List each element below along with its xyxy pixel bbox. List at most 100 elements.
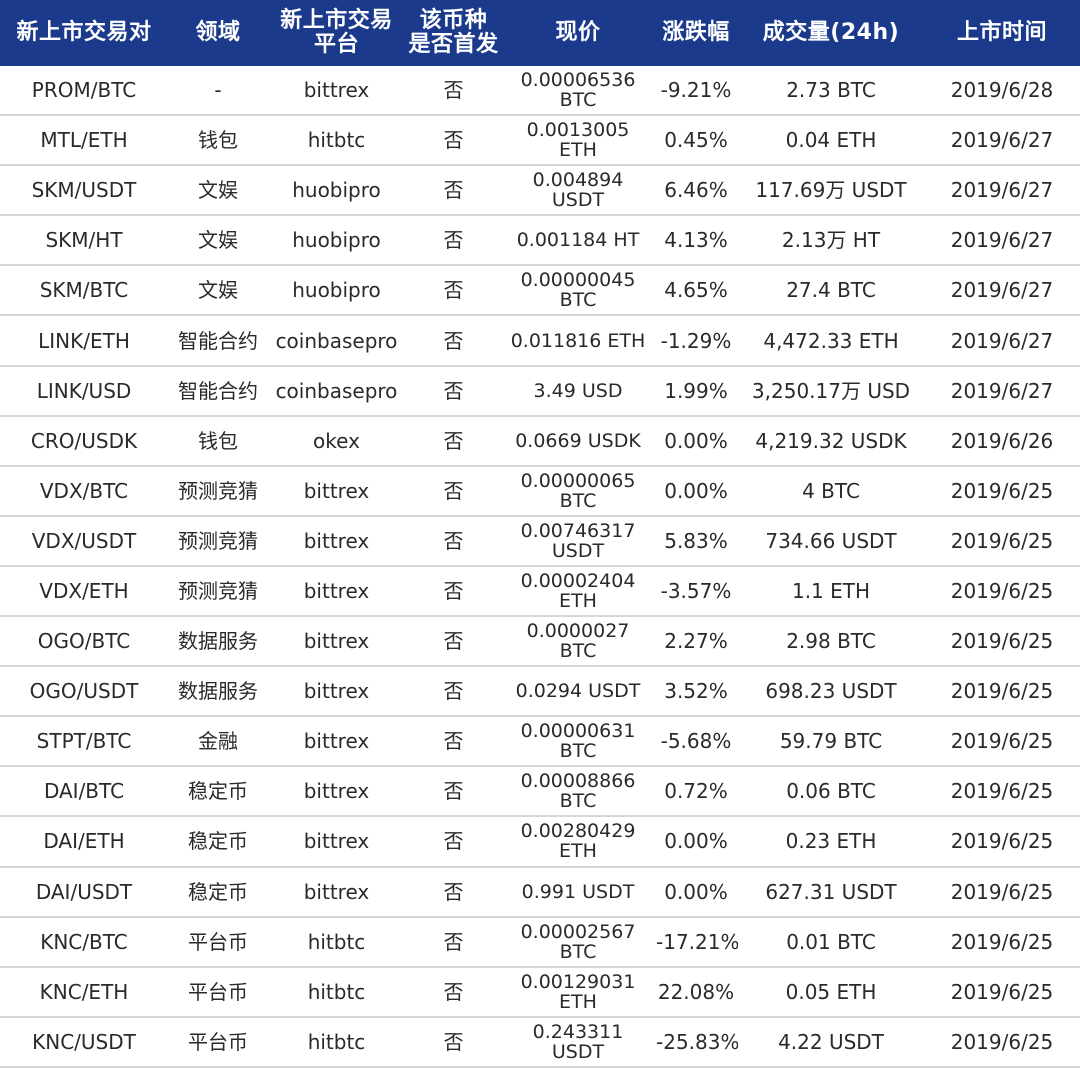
cell-change: -5.68% — [654, 716, 738, 768]
cell-volume: 0.06 BTC — [738, 766, 924, 818]
table-row: KNC/BTC 平台币 hitbtc 否 0.00002567 BTC -17.21% 0.… — [0, 916, 1080, 968]
cell-date: 2019/6/25 — [924, 966, 1080, 1018]
cell-platform: okex — [268, 415, 405, 467]
cell-change: 22.08% — [654, 966, 738, 1018]
table-row: STPT/BTC 金融 bittrex 否 0.00000631 BTC -5.68% 59… — [0, 716, 1080, 768]
header-platform: 新上市交易 平台 — [268, 0, 405, 66]
cell-first-launch: 否 — [405, 916, 502, 968]
cell-platform: bittrex — [268, 565, 405, 618]
cell-volume: 0.05 ETH — [738, 966, 924, 1018]
cell-date: 2019/6/25 — [924, 616, 1080, 668]
cell-pair: VDX/ETH — [0, 565, 168, 618]
cell-date: 2019/6/25 — [924, 515, 1080, 567]
cell-pair: SKM/BTC — [0, 265, 168, 317]
cell-price: 0.0669 USDK — [502, 415, 654, 467]
table-row: DAI/USDT 稳定币 bittrex 否 0.991 USDT 0.00% 627.31… — [0, 866, 1080, 918]
header-row: 新上市交易对 领域 新上市交易 平台 该币种 是否首发 现价 涨跌幅 成交量(2… — [0, 0, 1080, 66]
cell-volume: 117.69万 USDT — [738, 165, 924, 217]
cell-platform: bittrex — [268, 866, 405, 918]
header-platform-label: 新上市交易 平台 — [280, 8, 393, 57]
cell-pair: MTL/ETH — [0, 115, 168, 167]
cell-date: 2019/6/27 — [924, 215, 1080, 267]
cell-sector: 文娱 — [168, 215, 268, 267]
cell-platform: bittrex — [268, 515, 405, 567]
header-pair: 新上市交易对 — [0, 0, 168, 66]
cell-pair: OGO/BTC — [0, 616, 168, 668]
cell-price: 0.0294 USDT — [502, 666, 654, 718]
cell-volume: 2.98 BTC — [738, 616, 924, 668]
cell-platform: bittrex — [268, 716, 405, 768]
cell-sector: 数据服务 — [168, 616, 268, 668]
cell-price: 0.991 USDT — [502, 866, 654, 918]
cell-change: 0.00% — [654, 816, 738, 868]
cell-platform: bittrex — [268, 816, 405, 868]
cell-sector: 预测竞猜 — [168, 465, 268, 517]
cell-price: 0.00008866 BTC — [502, 766, 654, 818]
cell-date: 2019/6/27 — [924, 315, 1080, 367]
cell-sector: 钱包 — [168, 115, 268, 167]
cell-pair: PROM/BTC — [0, 66, 168, 117]
header-volume: 成交量(24h) — [738, 0, 924, 66]
table-row: LINK/ETH 智能合约 coinbasepro 否 0.011816 ETH -1.2… — [0, 315, 1080, 367]
header-change-label: 涨跌幅 — [662, 20, 730, 45]
cell-price: 0.00000065 BTC — [502, 465, 654, 517]
cell-sector: 平台币 — [168, 966, 268, 1018]
cell-price: 0.004894 USDT — [502, 165, 654, 217]
cell-change: -25.83% — [654, 1016, 738, 1068]
table-row: SKM/BTC 文娱 huobipro 否 0.00000045 BTC 4.65% 27.… — [0, 265, 1080, 317]
cell-price: 0.00280429 ETH — [502, 816, 654, 868]
header-volume-label: 成交量(24h) — [762, 20, 900, 45]
cell-pair: LINK/ETH — [0, 315, 168, 367]
header-change: 涨跌幅 — [654, 0, 738, 66]
cell-price: 3.49 USD — [502, 365, 654, 417]
cell-date: 2019/6/27 — [924, 365, 1080, 417]
cell-volume: 2.13万 HT — [738, 215, 924, 267]
cell-sector: 平台币 — [168, 916, 268, 968]
cell-platform: bittrex — [268, 666, 405, 718]
cell-pair: KNC/ETH — [0, 966, 168, 1018]
cell-pair: SKM/USDT — [0, 165, 168, 217]
cell-sector: 预测竞猜 — [168, 515, 268, 567]
cell-change: 1.99% — [654, 365, 738, 417]
cell-change: 6.46% — [654, 165, 738, 217]
table-row: VDX/BTC 预测竞猜 bittrex 否 0.00000065 BTC 0.00% 4 … — [0, 465, 1080, 517]
cell-date: 2019/6/25 — [924, 565, 1080, 618]
cell-first-launch: 否 — [405, 465, 502, 517]
cell-price: 0.00006536 BTC — [502, 66, 654, 117]
cell-platform: coinbasepro — [268, 365, 405, 417]
cell-volume: 0.04 ETH — [738, 115, 924, 167]
header-date: 上市时间 — [924, 0, 1080, 66]
table-row: OGO/BTC 数据服务 bittrex 否 0.0000027 BTC 2.27% 2.9… — [0, 616, 1080, 668]
table-row: VDX/USDT 预测竞猜 bittrex 否 0.00746317 USDT 5.83%… — [0, 515, 1080, 567]
cell-first-launch: 否 — [405, 365, 502, 417]
header-first-launch: 该币种 是否首发 — [405, 0, 502, 66]
header-first-launch-label: 该币种 是否首发 — [408, 8, 499, 57]
cell-pair: KNC/BTC — [0, 916, 168, 968]
table-row: SKM/USDT 文娱 huobipro 否 0.004894 USDT 6.46% 117… — [0, 165, 1080, 217]
table-row: DAI/ETH 稳定币 bittrex 否 0.00280429 ETH 0.00% 0.2… — [0, 816, 1080, 868]
cell-pair: DAI/USDT — [0, 866, 168, 918]
cell-price: 0.00002404 ETH — [502, 565, 654, 618]
table-row: LINK/USD 智能合约 coinbasepro 否 3.49 USD 1.99% 3,2… — [0, 365, 1080, 417]
table-row: KNC/ETH 平台币 hitbtc 否 0.00129031 ETH 22.08% 0.0… — [0, 966, 1080, 1018]
cell-change: 4.65% — [654, 265, 738, 317]
cell-volume: 0.01 BTC — [738, 916, 924, 968]
cell-volume: 3,250.17万 USD — [738, 365, 924, 417]
cell-platform: coinbasepro — [268, 315, 405, 367]
cell-price: 0.00000631 BTC — [502, 716, 654, 768]
cell-first-launch: 否 — [405, 115, 502, 167]
cell-volume: 1.1 ETH — [738, 565, 924, 618]
cell-sector: 平台币 — [168, 1016, 268, 1068]
cell-first-launch: 否 — [405, 616, 502, 668]
cell-first-launch: 否 — [405, 415, 502, 467]
cell-change: -1.29% — [654, 315, 738, 367]
table-row: KNC/USDT 平台币 hitbtc 否 0.243311 USDT -25.83% 4.… — [0, 1016, 1080, 1068]
cell-first-launch: 否 — [405, 66, 502, 117]
cell-platform: huobipro — [268, 165, 405, 217]
table-row: SKM/HT 文娱 huobipro 否 0.001184 HT 4.13% 2.13万 H… — [0, 215, 1080, 267]
cell-change: 0.00% — [654, 465, 738, 517]
cell-sector: 智能合约 — [168, 365, 268, 417]
cell-platform: hitbtc — [268, 115, 405, 167]
table-row: DAI/BTC 稳定币 bittrex 否 0.00008866 BTC 0.72% 0.0… — [0, 766, 1080, 818]
